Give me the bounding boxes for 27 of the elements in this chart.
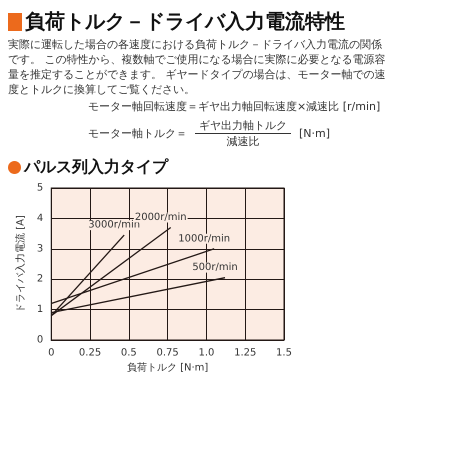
x-tick-label: 0 [48,348,54,358]
text: モーター軸回転速度＝ギヤ出力軸回転速度×減速比 [r/min] [88,99,382,114]
x-tick-label: 1.5 [276,348,292,358]
x-axis-title: 負荷トルク [N·m] [126,361,208,374]
y-tick-label: 4 [36,212,44,224]
y-tick-label: 1 [36,304,44,316]
x-tick-label: 1.0 [198,348,214,358]
chart-title: 負荷トルク－ドライバ入力電流特性 [25,8,345,35]
y-tick-label: 2 [36,274,44,285]
x-tick-label: 1.25 [234,348,256,358]
text: 実際に運転した場合の各速度における負荷トルク－ドライバ入力電流の関係です。 この特性から、複数軸でご使用になる場合に実際に必要となる電源容量を推定することができます。 ギヤードタイプの場合は、モーター軸での速度とトルクに換算してご覧ください。 [8,37,386,97]
y-tick-label: 3 [36,243,44,254]
x-tick-label: 0.25 [78,348,102,358]
series-label: 500r/min [192,262,238,274]
y-tick-label: 0 [36,334,44,346]
y-tick-label: 5 [36,182,44,194]
x-tick-label: 0.75 [156,348,179,358]
text: モーター軸トルク＝ [88,126,187,141]
series-label: 3000r/min [88,220,140,231]
x-tick-label: 0.5 [120,348,137,358]
y-axis-title: ドライバ入力電流 [A] [14,214,26,313]
series-label: 2000r/min [134,212,187,224]
text: ギヤ出力軸トルク [195,118,291,134]
text: [N·m] [299,127,330,140]
series-label: 1000r/min [178,233,230,244]
text: 減速比 [226,134,260,149]
chart-subtitle: パルス列入力タイプ [24,157,168,178]
